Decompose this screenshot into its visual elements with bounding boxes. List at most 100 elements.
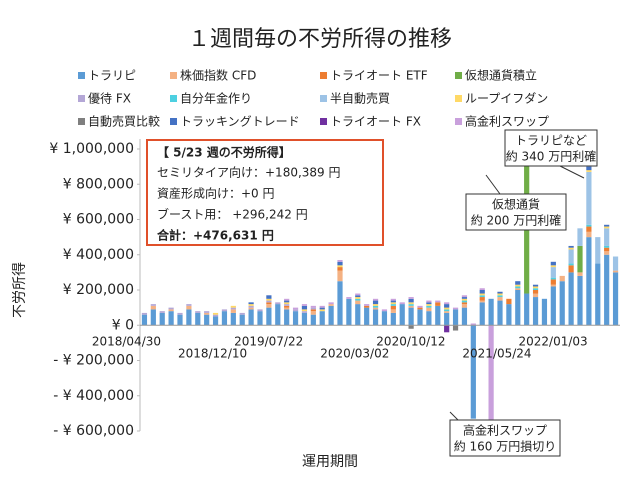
bar-segment <box>417 309 423 326</box>
callout-text: 約 340 万円利確 <box>506 149 597 164</box>
bar-segment <box>604 224 610 227</box>
bar-segment <box>319 309 325 312</box>
bar-segment <box>328 305 334 326</box>
bar-segment <box>239 312 245 315</box>
legend-label: 自動売買比較 <box>88 114 160 129</box>
bar-segment <box>532 288 539 290</box>
bar-segment <box>408 298 414 303</box>
legend-swatch <box>455 118 462 125</box>
bar-segment <box>266 298 272 301</box>
bar-segment <box>355 293 361 296</box>
y-tick-label: - ¥ 400,000 <box>53 388 134 404</box>
info-line: セミリタイア向け：+180,389 円 <box>157 165 341 180</box>
bar-segment <box>479 302 485 326</box>
bar-segment <box>177 314 183 326</box>
y-tick-label: - ¥ 600,000 <box>53 423 134 439</box>
bar-segment <box>257 309 263 312</box>
bar-segment <box>479 290 485 294</box>
bar-segment <box>372 300 379 305</box>
bar-segment <box>612 270 619 273</box>
bar-segment <box>284 305 290 308</box>
bar-segment <box>568 249 574 264</box>
callout-text: 約 200 万円利確 <box>471 213 562 228</box>
bar-segment <box>532 286 539 289</box>
bar-segment <box>568 263 574 266</box>
bar-segment <box>284 300 290 303</box>
bar-segment <box>604 247 610 252</box>
bar-segment <box>408 302 414 305</box>
bar-segment <box>524 293 530 326</box>
bar-segment <box>515 286 521 289</box>
bar-segment <box>292 311 299 326</box>
legend-label: 仮想通貨積立 <box>465 68 537 83</box>
bar-segment <box>186 309 192 326</box>
bar-segment <box>586 237 592 326</box>
bar-segment <box>372 307 379 310</box>
legend-swatch <box>320 72 327 79</box>
bar-segment <box>159 311 165 313</box>
bar-segment <box>435 305 441 326</box>
bar-segment <box>301 305 308 310</box>
bar-segment <box>550 267 556 278</box>
bar-segment <box>150 305 156 310</box>
legend-label: トライオート ETF <box>330 69 428 83</box>
bar-segment <box>310 314 316 326</box>
bar-segment <box>257 311 263 326</box>
bar-segment <box>301 312 308 326</box>
y-axis-label: 不労所得 <box>11 262 28 318</box>
bar-segment <box>515 288 521 290</box>
bar-segment <box>444 312 450 326</box>
x-tick-label: 2019/07/22 <box>234 335 303 349</box>
bar-segment <box>204 312 210 315</box>
bar-segment <box>568 265 574 273</box>
bar-segment <box>479 288 485 290</box>
y-tick-label: ¥ 200,000 <box>63 282 134 298</box>
legend-swatch <box>455 95 462 102</box>
bar-segment <box>230 312 236 326</box>
bar-segment <box>284 302 290 305</box>
bar-segment <box>435 300 441 303</box>
bar-segment <box>212 316 219 326</box>
bar-segment <box>168 311 174 326</box>
bar-segment <box>541 298 548 326</box>
bar-segment <box>364 305 370 308</box>
bar-segment <box>586 171 592 225</box>
bar-segment <box>426 305 432 308</box>
bar-segment <box>577 245 583 273</box>
bar-segment <box>310 305 316 308</box>
bar-segment <box>604 245 610 248</box>
bar-segment <box>337 265 343 268</box>
callout-box <box>465 193 567 231</box>
bar-segment <box>168 309 174 312</box>
bar-segment <box>230 309 236 313</box>
bar-segment <box>355 298 361 301</box>
bar-segment <box>248 302 254 305</box>
callout-text: トラリピなど <box>515 134 587 148</box>
bar-segment <box>310 311 316 315</box>
bar-segment <box>577 228 583 246</box>
bar-segment <box>319 305 325 308</box>
bar-segment <box>266 304 272 308</box>
x-tick-label: 2020/03/02 <box>320 347 389 361</box>
bar-segment <box>595 263 601 326</box>
bar-segment <box>284 304 290 306</box>
info-box <box>146 139 384 246</box>
bar-segment <box>221 311 228 326</box>
bar-segment <box>355 297 361 299</box>
bar-segment <box>328 302 334 305</box>
bar-segment <box>390 304 396 306</box>
bar-segment <box>346 297 352 299</box>
bar-segment <box>568 247 574 250</box>
bar-segment <box>435 302 441 306</box>
bar-segment <box>266 307 272 326</box>
bar-segment <box>390 298 396 301</box>
bar-segment <box>515 281 521 285</box>
bar-segment <box>337 261 343 266</box>
bar-segment <box>612 272 619 326</box>
bar-segment <box>381 311 388 326</box>
bar-segment <box>372 305 379 308</box>
bar-segment <box>310 307 316 310</box>
bar-segment <box>328 304 334 306</box>
bar-segment <box>355 300 361 305</box>
